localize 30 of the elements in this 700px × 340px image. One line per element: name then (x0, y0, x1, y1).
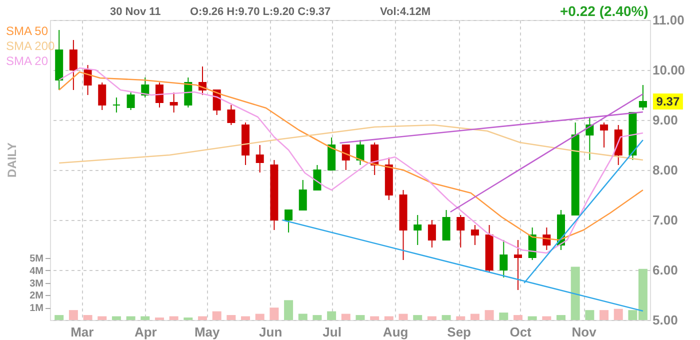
y-tick-label: 5.00 (652, 312, 678, 328)
text: SMA 200 (6, 39, 56, 53)
y-tick-label: 8.00 (652, 162, 678, 178)
text: 30 Nov 11 (110, 6, 161, 18)
y-tick-label: 6.00 (652, 262, 678, 278)
y2-tick-label: 4M (30, 266, 44, 277)
y-tick-label: 9.00 (652, 112, 678, 128)
text: Vol:4.12M (380, 6, 431, 18)
series-label: SMA 20 (6, 54, 48, 68)
x-tick-label: Apr (134, 324, 157, 340)
text: +0.22 (2.40%) (560, 3, 648, 19)
annotation: 9.37 (656, 94, 680, 108)
x-tick-label: Oct (510, 324, 532, 340)
x-tick-label: Jun (259, 324, 282, 340)
y-tick-label: 7.00 (652, 212, 678, 228)
y-tick-label: 10.00 (652, 62, 686, 78)
x-tick-label: Jul (322, 324, 342, 340)
y2-tick-label: 2M (30, 290, 44, 302)
y2-tick-label: 1M (30, 303, 44, 314)
x-tick-label: Nov (572, 324, 598, 340)
x-tick-label: Mar (70, 324, 94, 340)
text: SMA 50 (6, 24, 48, 38)
text: O:9.26 H:9.70 L:9.20 C:9.37 (190, 6, 331, 18)
y-tick-label: 11.00 (652, 12, 684, 28)
text: DAILY (5, 142, 19, 178)
x-tick-label: Sep (447, 324, 472, 340)
y2-tick-label: 3M (30, 278, 44, 290)
x-tick-label: Aug (382, 324, 408, 340)
y2-tick-label: 5M (30, 254, 44, 265)
x-tick-label: May (194, 324, 221, 340)
